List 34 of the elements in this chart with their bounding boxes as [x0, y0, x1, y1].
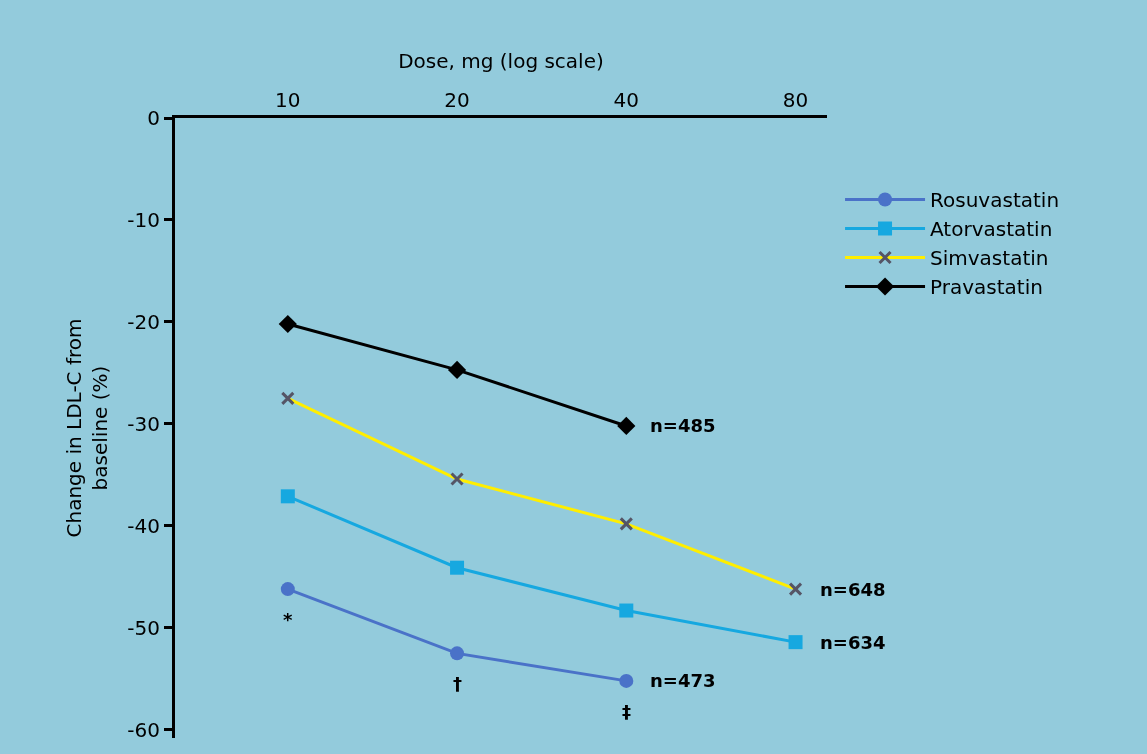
annotation: n=634 [820, 632, 886, 653]
legend-label: Atorvastatin [930, 217, 1053, 242]
legend-label: Pravastatin [930, 275, 1043, 300]
point [619, 603, 634, 618]
y-tick-label: -40 [127, 513, 160, 538]
point [280, 582, 295, 597]
y-tick-label: -50 [127, 615, 160, 640]
annotation: n=648 [820, 579, 886, 600]
point [617, 416, 636, 436]
annotation: n=473 [650, 670, 716, 691]
y-axis-title: Change in LDL-C from baseline (%) [61, 318, 112, 538]
y-tick-label: -20 [127, 309, 160, 334]
x-tick-label: 40 [613, 88, 640, 112]
y-tick-label: -60 [127, 717, 160, 742]
x-tick-label: 80 [782, 88, 809, 112]
point [788, 635, 803, 650]
annotation: † [453, 673, 462, 694]
x-tick-label: 10 [275, 88, 301, 112]
point [280, 489, 295, 504]
point [619, 673, 634, 688]
y-tick-label: 0 [147, 106, 160, 130]
point [450, 560, 465, 575]
annotation: ‡ [622, 701, 631, 722]
legend-label: Simvastatin [930, 246, 1049, 271]
point [450, 646, 465, 661]
legend-label: Rosuvastatin [930, 188, 1060, 213]
point [278, 314, 297, 334]
annotation: * [283, 609, 293, 630]
x-tick-label: 20 [444, 88, 470, 112]
annotation: n=485 [650, 415, 716, 436]
x-axis-title: Dose, mg (log scale) [398, 48, 604, 73]
y-tick-label: -10 [127, 207, 160, 232]
point [447, 360, 467, 379]
y-tick-label: -30 [127, 411, 160, 436]
